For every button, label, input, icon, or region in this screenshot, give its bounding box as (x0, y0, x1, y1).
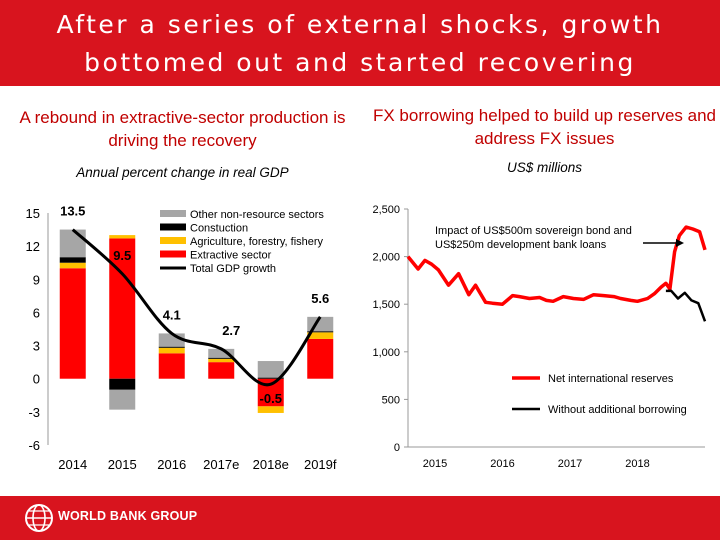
y-tick-label: 1,500 (372, 299, 400, 311)
y-tick-label: 12 (26, 239, 40, 254)
total-data-label: 13.5 (60, 204, 85, 219)
legend-label: Other non-resource sectors (190, 209, 324, 221)
x-tick-label: 2017 (558, 458, 582, 470)
legend-label: Agriculture, forestry, fishery (190, 236, 324, 248)
total-data-label: -0.5 (260, 391, 282, 406)
x-tick-label: 2018e (253, 457, 289, 472)
bar-segment (158, 347, 185, 354)
x-tick-label: 2018 (625, 458, 649, 470)
y-tick-label: -6 (28, 438, 40, 453)
y-tick-label: 500 (382, 394, 400, 406)
bar-segment (158, 353, 185, 379)
x-tick-label: 2015 (108, 457, 137, 472)
legend-swatch (160, 210, 186, 217)
bar-segment (59, 257, 86, 263)
legend-label: Net international reserves (548, 373, 674, 385)
bar-segment (208, 357, 235, 359)
legend-label: Constuction (190, 223, 248, 235)
annotation-text: US$250m development bank loans (435, 239, 607, 251)
slide-title: After a series of external shocks, growt… (56, 10, 664, 77)
bar-segment (307, 332, 334, 339)
bar-segment (208, 358, 235, 363)
reserves-chart: 0 500 1,000 1,500 2,000 2,500 2015 2016 2017 2018… (372, 204, 707, 470)
left-chart-units: Annual percent change in real GDP (76, 165, 289, 180)
legend-swatch (160, 223, 186, 231)
y-tick-label: -3 (28, 405, 40, 420)
y-tick-label: 9 (33, 272, 40, 287)
bar-segment (109, 378, 136, 390)
bar-segment (257, 377, 284, 379)
x-tick-label: 2016 (490, 458, 514, 470)
x-tick-label: 2015 (423, 458, 447, 470)
total-data-label: 4.1 (163, 307, 181, 322)
bar-segment (257, 406, 284, 413)
legend-label: Total GDP growth (190, 263, 276, 275)
footer-brand: WORLD BANK GROUP (58, 509, 198, 523)
total-data-label: 9.5 (113, 248, 131, 263)
bar-segment (59, 262, 86, 269)
bar-segment (109, 238, 136, 379)
total-gdp-growth-line (71, 228, 322, 387)
bar-segment (208, 348, 235, 358)
bar-segment (59, 229, 86, 258)
total-data-label: 5.6 (311, 291, 329, 306)
x-tick-label: 2016 (157, 457, 186, 472)
bar-segment (109, 235, 136, 239)
annotation-arrow-head (676, 239, 684, 247)
y-tick-label: 3 (33, 339, 40, 354)
y-tick-label: 2,500 (372, 204, 400, 216)
total-data-label: 2.7 (222, 323, 240, 338)
legend-swatch (160, 237, 186, 244)
right-chart-units: US$ millions (506, 160, 583, 175)
bar-segment (307, 331, 334, 333)
gdp-growth-chart: 15 12 9 6 3 0 -3 -6 2014 2015 2016 2017e 2018e 2019f 1… (26, 204, 337, 472)
footer-bar: WORLD BANK GROUP (0, 496, 720, 540)
y-tick-label: 15 (26, 206, 40, 221)
y-tick-label: 0 (394, 442, 400, 454)
annotation-text: Impact of US$500m sovereign bond and (435, 225, 632, 237)
bar-segment (109, 389, 136, 410)
legend-label: Without additional borrowing (548, 404, 687, 416)
y-tick-label: 0 (33, 372, 40, 387)
right-chart-subtitle: FX borrowing helped to build up reserves… (372, 106, 717, 148)
world-bank-globe-icon (25, 504, 53, 532)
bar-segment (307, 338, 334, 379)
x-tick-label: 2019f (304, 457, 337, 472)
y-tick-label: 2,000 (372, 252, 400, 264)
legend-label: Extractive sector (190, 250, 272, 262)
bar-segment (158, 346, 185, 348)
x-tick-label: 2014 (58, 457, 87, 472)
bar-segment (59, 268, 86, 379)
reserves-line (406, 225, 707, 306)
bar-segment (257, 361, 284, 378)
legend-swatch (160, 250, 186, 258)
without-borrowing-line (665, 289, 707, 322)
y-tick-label: 1,000 (372, 347, 400, 359)
left-chart-subtitle: A rebound in extractive-sector productio… (19, 108, 346, 150)
x-tick-label: 2017e (203, 457, 239, 472)
bar-segment (208, 362, 235, 379)
y-tick-label: 6 (33, 305, 40, 320)
title-banner: After a series of external shocks, growt… (0, 0, 720, 86)
